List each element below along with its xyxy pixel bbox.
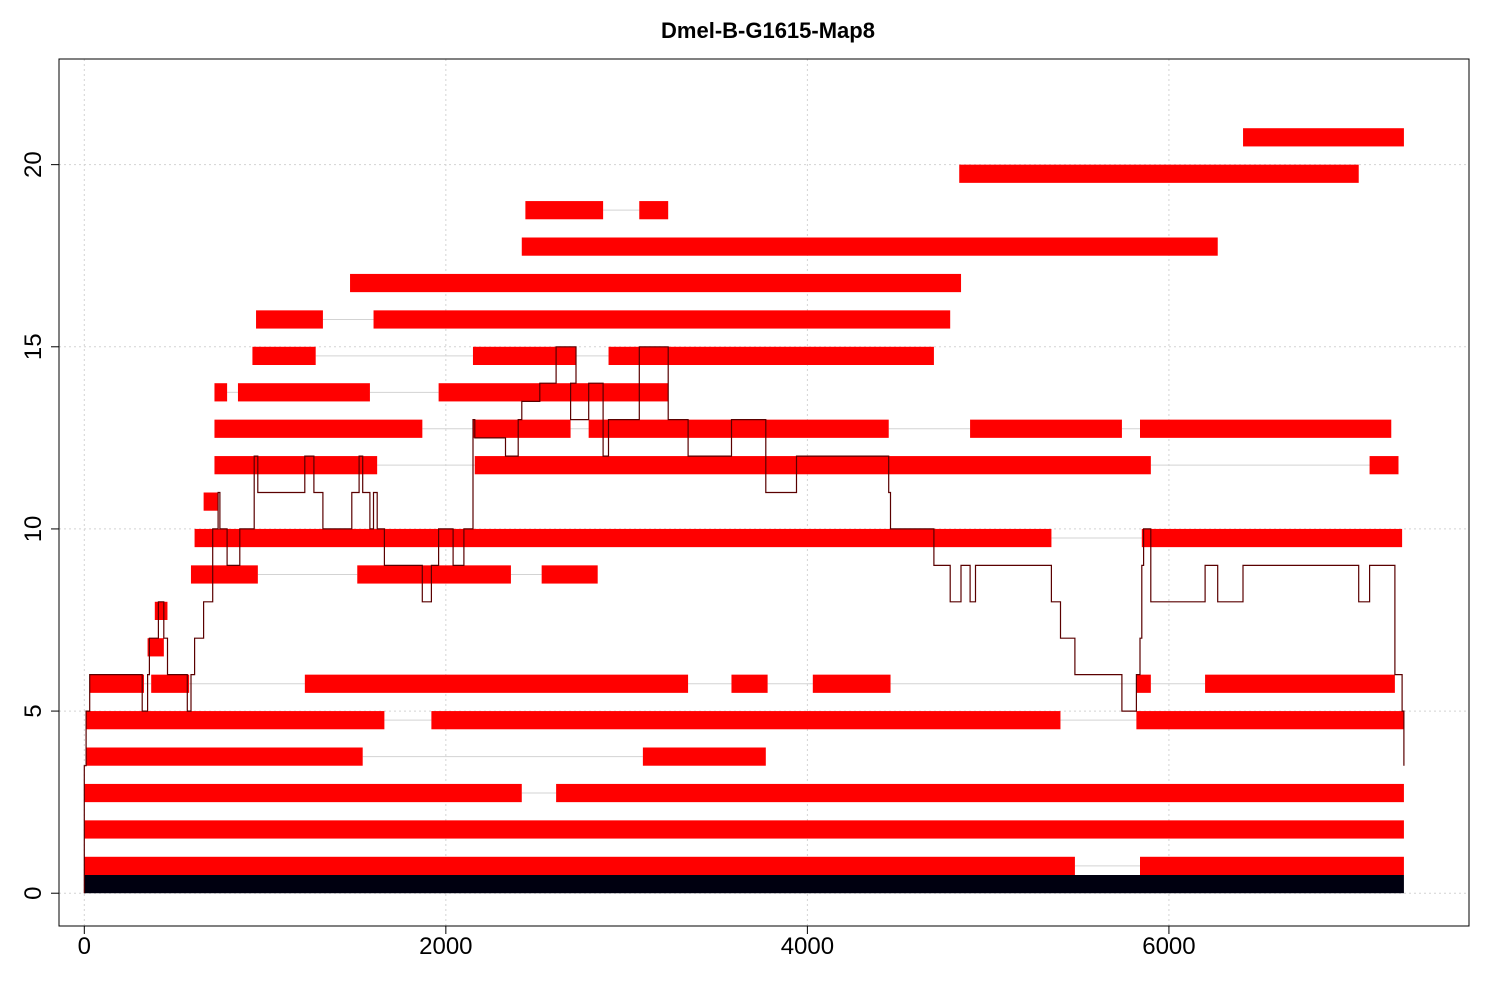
- y-tick-label: 5: [20, 704, 47, 717]
- segment-bar: [731, 674, 768, 693]
- segment-bar: [203, 492, 219, 511]
- segment-bar: [214, 419, 423, 438]
- y-tick-label: 0: [20, 887, 47, 900]
- plot-frame: [58, 58, 1470, 927]
- segment-bar: [350, 273, 962, 293]
- segment-bar: [472, 346, 576, 365]
- segment-bar: [304, 674, 689, 693]
- segment-bar: [431, 711, 1061, 730]
- segment-bar: [214, 383, 228, 402]
- segment-bar: [1141, 528, 1403, 548]
- segment-bar: [438, 383, 669, 402]
- segment-bar: [1136, 711, 1404, 730]
- segment-bar: [1136, 674, 1151, 693]
- segment-bar: [556, 783, 1404, 803]
- segment-bar: [84, 856, 1075, 875]
- segment-bar: [237, 383, 370, 402]
- coverage: [83, 346, 1405, 894]
- segment-bar: [256, 310, 323, 329]
- segment-bar: [84, 783, 522, 803]
- segment-bar: [525, 201, 604, 220]
- segment-bar: [252, 346, 316, 365]
- chart-title: Dmel-B-G1615-Map8: [661, 18, 875, 43]
- segment-bar: [812, 674, 891, 693]
- x-tick-label: 0: [78, 933, 91, 960]
- segment-bar: [541, 565, 598, 584]
- y-tick-label: 15: [20, 333, 47, 360]
- segment-bar: [588, 419, 889, 438]
- segment-bar: [86, 747, 363, 766]
- segment-bar: [154, 601, 168, 620]
- segment-bar: [472, 419, 571, 438]
- segment-bar: [89, 674, 144, 693]
- segment-bar: [357, 565, 511, 584]
- segment-bar: [639, 201, 669, 220]
- segment-bar: [214, 456, 378, 475]
- segment-bar: [959, 164, 1359, 183]
- axes: 0 2000 4000 6000 0 5 10 15 20: [20, 151, 1196, 960]
- segment-bar: [147, 638, 164, 657]
- reference-bar: [84, 875, 1404, 894]
- y-tick-label: 20: [20, 151, 47, 178]
- x-tick-label: 6000: [1142, 933, 1195, 960]
- segments: [84, 128, 1404, 894]
- coverage-line: [83, 346, 1405, 894]
- segment-bar: [1205, 674, 1395, 693]
- segment-bar: [474, 456, 1151, 475]
- segment-bar: [194, 528, 1052, 548]
- segment-bar: [970, 419, 1122, 438]
- segment-bar: [84, 820, 1404, 839]
- x-tick-label: 4000: [781, 933, 834, 960]
- gap-lines: [143, 209, 1370, 867]
- segment-bar: [86, 711, 385, 730]
- segment-bar: [608, 346, 934, 365]
- segment-bar: [1369, 456, 1399, 475]
- segment-bar: [373, 310, 951, 329]
- segment-bar: [190, 565, 258, 584]
- segment-bar: [1243, 128, 1404, 147]
- segment-bar: [1140, 856, 1404, 875]
- y-tick-label: 10: [20, 516, 47, 543]
- segment-bar: [642, 747, 766, 766]
- segment-bar: [1140, 419, 1392, 438]
- segment-bar: [151, 674, 190, 693]
- segment-bar: [521, 237, 1218, 256]
- x-tick-label: 2000: [419, 933, 472, 960]
